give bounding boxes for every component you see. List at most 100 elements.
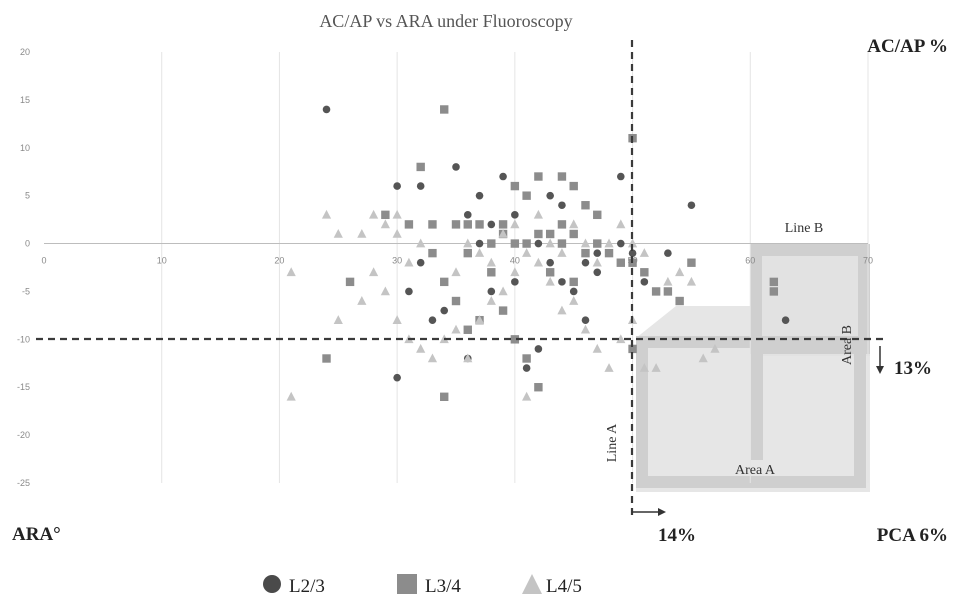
point-l34 [604, 248, 614, 258]
x-tick-label: 40 [510, 256, 520, 266]
line-b-label: Line B [785, 221, 824, 236]
point-l34 [581, 248, 590, 258]
point-l45 [427, 353, 438, 363]
point-l23 [416, 258, 425, 267]
point-l34 [569, 277, 578, 287]
point-l45 [604, 363, 614, 372]
point-l23 [393, 182, 401, 190]
point-l45 [557, 248, 567, 257]
y-tick-label: -10 [17, 334, 30, 344]
point-l45 [639, 248, 649, 257]
point-l45 [545, 276, 555, 286]
point-l45 [357, 228, 367, 238]
point-l45 [675, 267, 685, 277]
point-l45 [451, 324, 461, 334]
point-l34 [440, 105, 449, 114]
point-l34 [545, 268, 555, 277]
x-axis-label: ARA° [12, 524, 61, 545]
point-l23 [687, 201, 696, 210]
point-l45 [286, 391, 296, 401]
x-tick-label: 70 [863, 256, 873, 266]
chart-title: AC/AP vs ARA under Fluoroscopy [319, 11, 572, 31]
data-points [286, 105, 790, 401]
y-tick-label: -25 [17, 478, 30, 488]
point-l23 [781, 316, 790, 324]
point-l34 [593, 239, 602, 248]
point-l34 [428, 248, 437, 258]
point-l34 [463, 220, 472, 229]
point-l45 [451, 267, 461, 277]
point-l34 [510, 239, 520, 248]
legend-item-l45: L4/5 [522, 574, 582, 597]
point-l34 [322, 354, 331, 363]
point-l23 [440, 306, 449, 315]
point-l45 [510, 219, 520, 229]
pca-label: PCA 6% [877, 525, 948, 546]
point-l23 [569, 287, 578, 296]
point-l23 [558, 201, 566, 210]
arrow-down-icon [876, 346, 884, 374]
point-l45 [604, 238, 614, 248]
point-l34 [451, 220, 461, 229]
legend-item-l23: L2/3 [263, 575, 325, 597]
point-l23 [487, 287, 496, 296]
point-l45 [710, 343, 720, 353]
point-l34 [687, 258, 696, 267]
point-l34 [557, 239, 567, 248]
point-l34 [663, 287, 673, 296]
point-l45 [592, 343, 602, 353]
point-l34 [616, 258, 625, 267]
point-l23 [558, 278, 566, 286]
area-divider-v [751, 336, 763, 460]
point-l34 [522, 239, 531, 248]
point-l34 [428, 220, 437, 229]
point-l45 [463, 238, 473, 248]
y-tick-label: 20 [20, 47, 30, 57]
point-l45 [639, 363, 649, 372]
point-l23 [546, 258, 554, 267]
point-l34 [640, 268, 649, 277]
x-tick-label: 30 [392, 256, 402, 266]
pct-13-label: 13% [894, 358, 932, 379]
point-l23 [452, 163, 460, 171]
point-l45 [663, 276, 673, 286]
y-tick-label: 5 [25, 191, 30, 201]
point-l34 [534, 172, 543, 181]
legend-item-l34: L3/4 [397, 574, 461, 597]
point-l45 [369, 267, 379, 277]
point-l23 [487, 220, 496, 229]
point-l45 [533, 209, 543, 219]
point-l45 [357, 296, 367, 305]
point-l45 [569, 296, 579, 305]
point-l34 [581, 201, 590, 210]
grid-lines [161, 52, 869, 483]
point-l45 [569, 219, 579, 229]
point-l34 [569, 181, 578, 191]
y-tick-label: -5 [22, 286, 30, 296]
point-l23 [428, 316, 437, 324]
point-l23 [511, 278, 519, 286]
point-l23 [405, 287, 413, 296]
point-l45 [486, 257, 496, 267]
point-l45 [522, 391, 532, 401]
point-l34 [769, 277, 779, 287]
point-l45 [404, 257, 414, 267]
point-l45 [580, 324, 591, 334]
area-b-fill [750, 246, 870, 356]
area-a-label: Area A [735, 463, 776, 478]
point-l45 [474, 315, 485, 324]
point-l23 [628, 249, 637, 257]
point-l34 [475, 220, 484, 229]
point-l23 [393, 373, 401, 382]
point-l23 [322, 105, 331, 114]
y-tick-label: -20 [17, 430, 30, 440]
point-l23 [522, 364, 531, 372]
point-l34 [534, 229, 543, 239]
point-l45 [380, 219, 390, 229]
point-l34 [498, 220, 508, 229]
point-l34 [651, 287, 661, 296]
x-tick-label: 10 [157, 256, 167, 266]
area-b-label: Area B [840, 325, 855, 365]
point-l45 [463, 353, 473, 363]
